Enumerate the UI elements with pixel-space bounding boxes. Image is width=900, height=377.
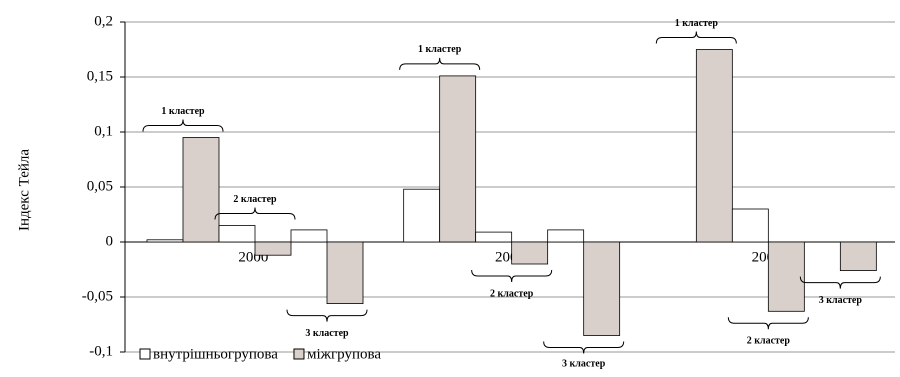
- cluster-label: 1 кластер: [418, 44, 462, 55]
- bar: [218, 225, 256, 243]
- cluster-label: 2 кластер: [747, 336, 791, 347]
- bar: [547, 229, 585, 243]
- bar: [695, 49, 733, 243]
- brace: [727, 317, 809, 330]
- bar: [290, 229, 328, 243]
- bar: [439, 75, 477, 243]
- y-tick-label: 0: [106, 233, 114, 249]
- brace: [142, 119, 224, 132]
- bar: [326, 241, 364, 304]
- brace: [471, 269, 553, 283]
- cluster-label: 1 кластер: [675, 18, 719, 29]
- y-tick-label: -0,05: [82, 288, 113, 304]
- bar: [511, 241, 549, 265]
- cluster-label: 1 кластер: [161, 106, 205, 117]
- y-tick-label: 0,1: [94, 123, 113, 139]
- cluster-label: 2 кластер: [490, 288, 534, 299]
- bar: [475, 231, 513, 243]
- cluster-label: 3 кластер: [305, 328, 349, 339]
- cluster-label: 3 кластер: [819, 295, 863, 306]
- bar: [146, 239, 184, 243]
- brace: [799, 276, 881, 289]
- brace: [543, 341, 625, 354]
- cluster-label: 3 кластер: [562, 358, 606, 369]
- legend-label: міжгрупова: [307, 346, 381, 362]
- bar: [182, 137, 220, 243]
- y-tick-label: 0,05: [87, 178, 113, 194]
- legend-swatch: [293, 348, 305, 360]
- y-tick-label: 0,15: [87, 68, 113, 84]
- brace: [286, 309, 368, 322]
- bar: [839, 241, 877, 272]
- bar: [403, 188, 441, 243]
- legend-label: внутрішньогрупова: [153, 346, 278, 362]
- bar: [767, 241, 805, 312]
- cluster-label: 2 кластер: [233, 194, 277, 205]
- brace: [655, 31, 737, 44]
- bar: [731, 208, 769, 243]
- legend-swatch: [139, 348, 151, 360]
- bar: [583, 241, 621, 336]
- brace: [214, 207, 296, 220]
- brace: [399, 57, 481, 70]
- y-tick-label: -0,1: [89, 343, 113, 359]
- y-tick-label: 0,2: [94, 13, 113, 29]
- y-axis-title: Індекс Тейла: [16, 149, 32, 231]
- bar: [254, 241, 292, 256]
